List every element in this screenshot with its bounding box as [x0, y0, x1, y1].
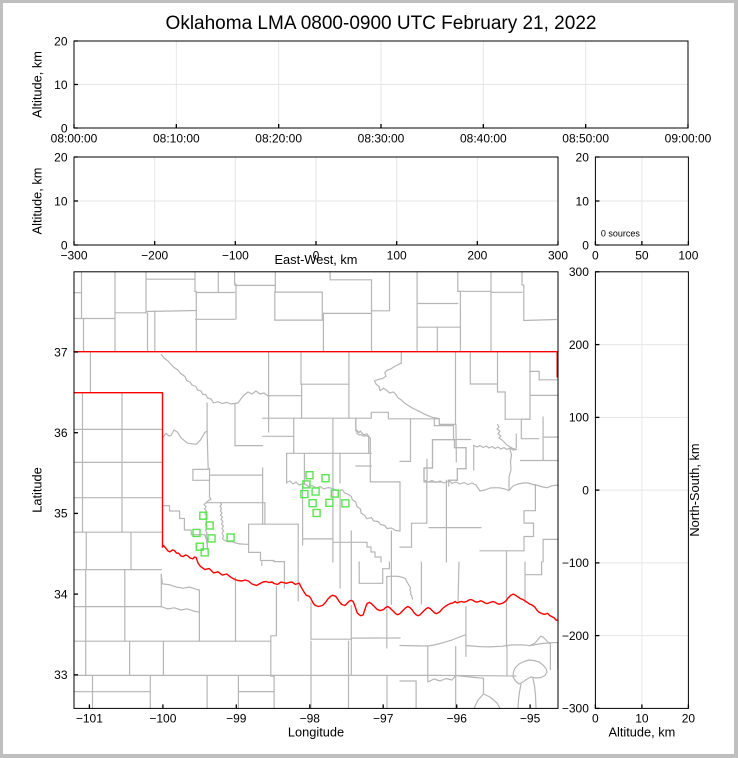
svg-text:−300: −300 — [60, 248, 87, 262]
svg-text:0: 0 — [582, 483, 589, 497]
svg-text:50: 50 — [635, 248, 649, 262]
svg-text:36: 36 — [54, 426, 68, 440]
svg-text:33: 33 — [54, 668, 68, 682]
svg-text:300: 300 — [569, 265, 589, 279]
svg-text:200: 200 — [569, 338, 589, 352]
svg-text:−100: −100 — [562, 556, 589, 570]
svg-text:0: 0 — [582, 238, 589, 252]
svg-text:0: 0 — [61, 121, 68, 135]
svg-text:0: 0 — [313, 248, 320, 262]
svg-text:North-South, km: North-South, km — [687, 443, 702, 536]
svg-text:10: 10 — [54, 194, 68, 208]
svg-text:−300: −300 — [562, 702, 589, 716]
svg-text:−200: −200 — [141, 248, 168, 262]
svg-text:100: 100 — [569, 411, 589, 425]
svg-text:0: 0 — [592, 248, 599, 262]
svg-text:0: 0 — [61, 238, 68, 252]
svg-text:300: 300 — [548, 248, 568, 262]
svg-text:−200: −200 — [562, 629, 589, 643]
svg-text:09:00:00: 09:00:00 — [665, 131, 712, 145]
svg-text:08:30:00: 08:30:00 — [358, 131, 405, 145]
svg-text:08:40:00: 08:40:00 — [460, 131, 507, 145]
svg-text:−98: −98 — [300, 712, 321, 726]
svg-text:08:50:00: 08:50:00 — [562, 131, 609, 145]
svg-text:0 sources: 0 sources — [601, 229, 641, 239]
svg-text:−100: −100 — [149, 712, 176, 726]
svg-text:−101: −101 — [76, 712, 103, 726]
svg-text:100: 100 — [678, 248, 698, 262]
svg-text:08:20:00: 08:20:00 — [255, 131, 302, 145]
svg-text:−99: −99 — [226, 712, 247, 726]
svg-text:100: 100 — [387, 248, 407, 262]
svg-text:East-West, km: East-West, km — [275, 252, 358, 267]
svg-text:Altitude, km: Altitude, km — [608, 725, 675, 740]
svg-text:Longitude: Longitude — [288, 725, 344, 740]
svg-text:−97: −97 — [373, 712, 394, 726]
svg-text:08:10:00: 08:10:00 — [153, 131, 200, 145]
svg-text:10: 10 — [576, 194, 590, 208]
svg-text:35: 35 — [54, 507, 68, 521]
svg-text:20: 20 — [54, 34, 68, 48]
svg-text:Altitude, km: Altitude, km — [30, 51, 45, 118]
svg-text:0: 0 — [592, 712, 599, 726]
svg-text:20: 20 — [54, 150, 68, 164]
svg-text:34: 34 — [54, 587, 68, 601]
svg-text:200: 200 — [467, 248, 487, 262]
svg-text:37: 37 — [54, 345, 68, 359]
svg-text:−95: −95 — [520, 712, 541, 726]
svg-text:20: 20 — [682, 712, 696, 726]
svg-text:10: 10 — [635, 712, 649, 726]
svg-text:−96: −96 — [447, 712, 468, 726]
svg-text:−100: −100 — [222, 248, 249, 262]
svg-text:Altitude, km: Altitude, km — [30, 168, 45, 235]
svg-text:Latitude: Latitude — [30, 467, 45, 513]
svg-text:10: 10 — [54, 78, 68, 92]
svg-text:20: 20 — [576, 150, 590, 164]
svg-text:Oklahoma LMA 0800-0900 UTC Feb: Oklahoma LMA 0800-0900 UTC February 21, … — [166, 13, 597, 34]
svg-text:08:00:00: 08:00:00 — [51, 131, 98, 145]
